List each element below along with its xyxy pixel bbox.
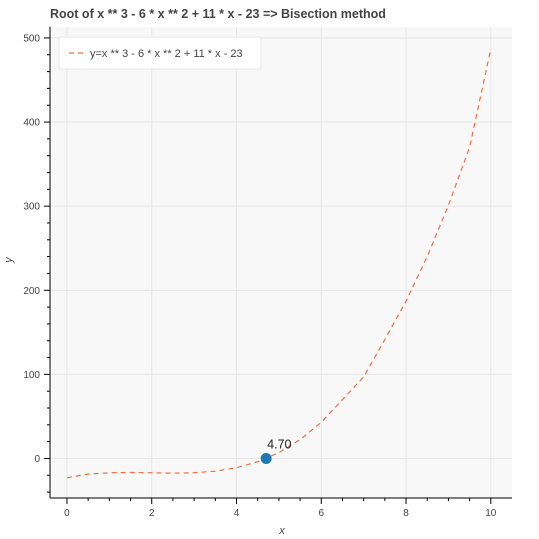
x-tick-label: 0 — [64, 508, 70, 519]
y-tick-label: 0 — [34, 454, 40, 465]
y-tick-label: 500 — [23, 33, 40, 44]
y-tick-label: 300 — [23, 202, 40, 213]
x-tick-label: 10 — [485, 508, 497, 519]
root-marker — [260, 452, 272, 464]
root-marker-label: 4.70 — [267, 437, 291, 451]
y-axis-label: y — [3, 256, 15, 264]
plot-background — [50, 27, 512, 498]
y-tick-label: 400 — [23, 118, 40, 129]
y-tick-label: 200 — [23, 286, 40, 297]
x-tick-label: 4 — [234, 508, 240, 519]
legend-label: y=x ** 3 - 6 * x ** 2 + 11 * x - 23 — [90, 48, 243, 60]
x-tick-label: 6 — [318, 508, 324, 519]
y-tick-label: 100 — [23, 370, 40, 381]
x-tick-label: 8 — [403, 508, 409, 519]
x-tick-label: 2 — [149, 508, 155, 519]
chart-title: Root of x ** 3 - 6 * x ** 2 + 11 * x - 2… — [50, 7, 386, 21]
legend-box — [58, 36, 262, 70]
x-axis-label: x — [278, 525, 285, 537]
